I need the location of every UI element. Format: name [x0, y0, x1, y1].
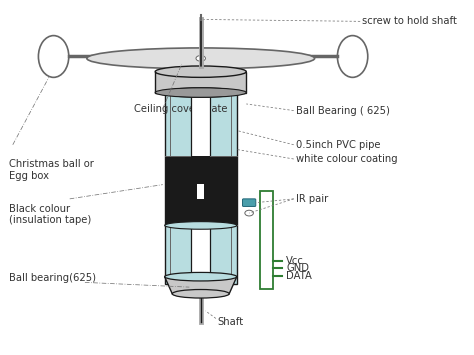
Ellipse shape — [164, 222, 237, 229]
Text: GND: GND — [286, 263, 309, 273]
Text: Christmas ball or
Egg box: Christmas ball or Egg box — [9, 159, 94, 181]
Ellipse shape — [245, 210, 254, 216]
Text: 0.5inch PVC pipe: 0.5inch PVC pipe — [296, 140, 380, 150]
Bar — [191, 83, 210, 289]
Text: white colour coating: white colour coating — [296, 154, 397, 164]
Text: Ball bearing(625): Ball bearing(625) — [9, 273, 96, 283]
Ellipse shape — [196, 55, 205, 61]
Ellipse shape — [172, 290, 229, 298]
Bar — [260, 191, 273, 289]
Text: Ceiling cover plate: Ceiling cover plate — [134, 104, 228, 114]
Ellipse shape — [164, 272, 237, 281]
Polygon shape — [164, 277, 237, 294]
Ellipse shape — [155, 66, 246, 77]
Text: IR pair: IR pair — [296, 194, 328, 204]
Text: screw to hold shaft: screw to hold shaft — [362, 16, 457, 26]
Ellipse shape — [155, 88, 246, 97]
Text: Shaft: Shaft — [218, 317, 244, 327]
Bar — [197, 184, 204, 199]
Bar — [155, 72, 246, 93]
Text: Black colour
(insulation tape): Black colour (insulation tape) — [9, 204, 91, 225]
Ellipse shape — [87, 48, 315, 69]
Bar — [164, 93, 237, 284]
FancyBboxPatch shape — [243, 199, 256, 207]
Text: Vcc: Vcc — [286, 256, 304, 266]
Bar — [191, 156, 210, 225]
Text: DATA: DATA — [286, 271, 312, 281]
Bar — [164, 156, 237, 225]
Ellipse shape — [164, 88, 237, 97]
Text: Ball Bearing ( 625): Ball Bearing ( 625) — [296, 105, 390, 116]
